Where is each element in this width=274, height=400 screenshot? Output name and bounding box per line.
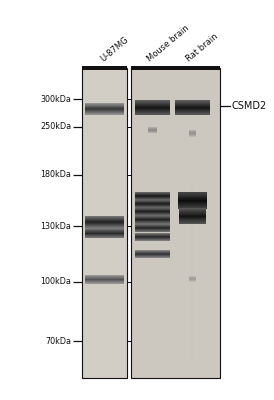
Bar: [179, 214, 206, 215]
Bar: [179, 212, 206, 213]
Bar: [175, 109, 210, 110]
Bar: [85, 224, 124, 225]
Bar: [135, 100, 170, 101]
Bar: [178, 205, 207, 206]
Bar: [179, 218, 206, 219]
Bar: [135, 104, 170, 105]
Text: 70kDa: 70kDa: [45, 337, 71, 346]
Bar: [135, 112, 170, 113]
Bar: [175, 108, 210, 109]
Bar: [135, 109, 170, 110]
Bar: [135, 103, 170, 104]
Text: Rat brain: Rat brain: [184, 32, 220, 64]
Bar: [178, 192, 207, 193]
Bar: [175, 113, 210, 114]
Bar: [135, 106, 170, 107]
Bar: [175, 112, 210, 113]
Bar: [175, 103, 210, 104]
Text: Mouse brain: Mouse brain: [146, 24, 191, 64]
Bar: [179, 211, 206, 212]
Bar: [135, 110, 170, 111]
Bar: [179, 216, 206, 217]
Bar: [85, 222, 124, 223]
Bar: [135, 108, 170, 109]
Text: 100kDa: 100kDa: [40, 278, 71, 286]
Bar: [85, 226, 124, 227]
Text: 250kDa: 250kDa: [40, 122, 71, 132]
Bar: [178, 194, 207, 195]
Bar: [85, 221, 124, 222]
Bar: [131, 68, 220, 378]
Bar: [178, 199, 207, 200]
Bar: [85, 225, 124, 226]
Bar: [179, 213, 206, 214]
Text: 300kDa: 300kDa: [40, 94, 71, 104]
Bar: [178, 203, 207, 204]
Bar: [82, 68, 127, 378]
Bar: [178, 206, 207, 207]
Text: U-87MG: U-87MG: [99, 36, 130, 64]
Bar: [135, 113, 170, 114]
Bar: [175, 102, 210, 103]
Bar: [175, 106, 210, 107]
Bar: [175, 111, 210, 112]
Bar: [178, 204, 207, 205]
Bar: [85, 220, 124, 221]
Bar: [135, 107, 170, 108]
Text: 180kDa: 180kDa: [40, 170, 71, 180]
Bar: [131, 66, 220, 70]
Text: 130kDa: 130kDa: [40, 222, 71, 230]
Bar: [178, 195, 207, 196]
Bar: [179, 215, 206, 216]
Bar: [178, 193, 207, 194]
Bar: [135, 114, 170, 115]
Bar: [178, 208, 207, 209]
Bar: [135, 111, 170, 112]
Bar: [175, 104, 210, 105]
Bar: [179, 210, 206, 211]
Bar: [179, 223, 206, 224]
Bar: [179, 208, 206, 209]
Bar: [178, 202, 207, 203]
Bar: [179, 221, 206, 222]
Bar: [85, 216, 124, 217]
Bar: [179, 222, 206, 223]
Bar: [85, 218, 124, 219]
Bar: [85, 217, 124, 218]
Bar: [178, 197, 207, 198]
Bar: [175, 101, 210, 102]
Bar: [175, 105, 210, 106]
Bar: [178, 201, 207, 202]
Bar: [175, 114, 210, 115]
Bar: [175, 110, 210, 111]
Bar: [179, 209, 206, 210]
Bar: [178, 196, 207, 197]
Bar: [82, 66, 127, 70]
Bar: [175, 100, 210, 101]
Bar: [178, 198, 207, 199]
Bar: [178, 207, 207, 208]
Bar: [179, 217, 206, 218]
Bar: [178, 200, 207, 201]
Bar: [135, 105, 170, 106]
Bar: [179, 219, 206, 220]
Bar: [179, 220, 206, 221]
Bar: [135, 101, 170, 102]
Text: CSMD2: CSMD2: [231, 101, 266, 111]
Bar: [135, 102, 170, 103]
Bar: [175, 107, 210, 108]
